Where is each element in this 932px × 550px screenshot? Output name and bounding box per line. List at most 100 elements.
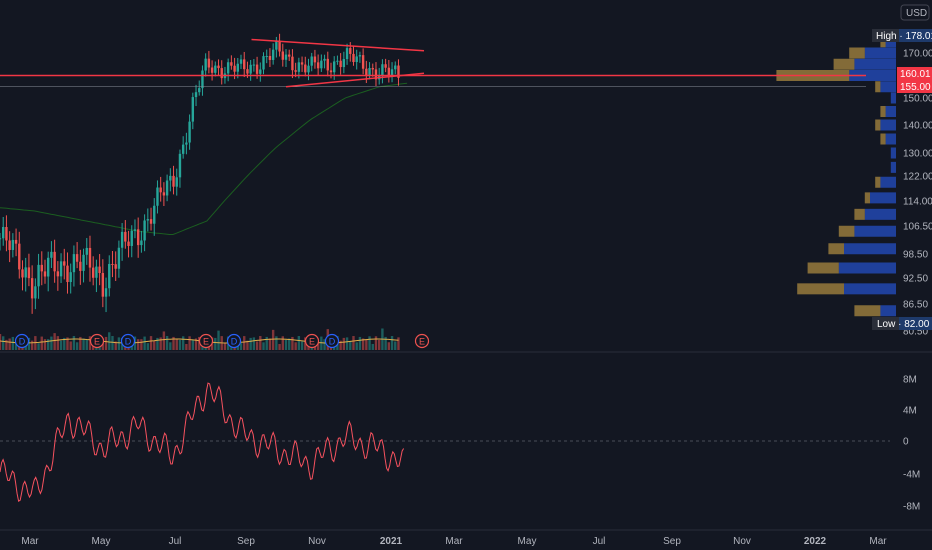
- volume-profile-down: [854, 305, 881, 317]
- time-tick-label: May: [518, 536, 537, 547]
- candle-body: [361, 55, 365, 69]
- time-tick-label: Mar: [21, 536, 39, 547]
- time-tick-label: May: [92, 536, 111, 547]
- volume-bar: [294, 342, 297, 350]
- candle-body: [291, 56, 294, 71]
- oscillator-line: [0, 382, 405, 503]
- volume-bar: [56, 336, 60, 350]
- volume-profile-up: [885, 133, 896, 145]
- volume-bar: [390, 336, 394, 350]
- candle-body: [201, 70, 204, 89]
- candle-body: [252, 64, 256, 66]
- candle-body: [236, 63, 239, 72]
- oscillator-axis[interactable]: 8M 4M 0 -4M -8M: [903, 375, 920, 513]
- candle-body: [365, 68, 368, 76]
- volume-bar: [59, 340, 63, 350]
- earnings-marker[interactable]: E: [414, 333, 430, 349]
- volume-profile-up: [890, 147, 896, 159]
- candle-body: [368, 68, 371, 76]
- lower-trendline[interactable]: [285, 72, 425, 88]
- candle-body: [21, 269, 24, 278]
- svg-text:D: D: [231, 337, 238, 347]
- volume-bar: [153, 340, 156, 350]
- candle-body: [288, 54, 291, 57]
- dividend-marker[interactable]: D: [226, 333, 242, 349]
- candle-body: [159, 187, 162, 193]
- candle-body: [133, 229, 137, 231]
- candle-body: [259, 69, 262, 74]
- volume-bar: [288, 338, 291, 350]
- volume-bar: [8, 338, 11, 350]
- earnings-marker[interactable]: E: [89, 333, 105, 349]
- candle-body: [149, 219, 153, 224]
- candle-body: [210, 67, 214, 73]
- time-tick-label: 2021: [380, 536, 403, 547]
- dividend-marker[interactable]: D: [14, 333, 30, 349]
- dividend-marker[interactable]: D: [120, 333, 136, 349]
- volume-bar: [304, 337, 307, 350]
- candle-body: [342, 59, 346, 68]
- candle-body: [198, 88, 201, 93]
- price-axis[interactable]: 170.00 150.00 140.00 130.00 122.00 114.00 106.…: [903, 49, 932, 338]
- candle-body: [204, 58, 207, 71]
- volume-profile-down: [875, 119, 881, 131]
- candle-body: [345, 48, 349, 60]
- candle-body: [120, 231, 124, 248]
- time-tick-label: Nov: [733, 536, 751, 547]
- candle-body: [191, 97, 195, 122]
- currency-label: USD: [906, 8, 927, 19]
- candle-body: [175, 177, 178, 187]
- candle-body: [230, 62, 233, 66]
- volume-bar: [345, 337, 349, 350]
- volume-profile-down: [797, 283, 844, 295]
- volume-bar: [377, 339, 381, 350]
- earnings-marker[interactable]: E: [304, 333, 320, 349]
- volume-profile-up: [849, 70, 896, 81]
- price-tick-label: 140.00: [903, 121, 932, 132]
- candle-body: [339, 60, 342, 68]
- candle-body: [143, 220, 146, 241]
- upper-trendline[interactable]: [251, 38, 425, 52]
- currency-button[interactable]: USD: [900, 4, 930, 21]
- dividend-marker[interactable]: D: [324, 333, 340, 349]
- volume-profile-up: [880, 81, 896, 93]
- candle-body: [111, 263, 114, 265]
- time-axis[interactable]: Mar May Jul Sep Nov 2021 Mar May Jul Sep Nov 2022 Ma…: [21, 536, 887, 547]
- candle-body: [130, 230, 133, 246]
- candle-body: [37, 264, 40, 287]
- svg-text:Low · 82.00: Low · 82.00: [877, 319, 930, 330]
- candle-body: [72, 254, 76, 273]
- svg-text:E: E: [419, 337, 425, 347]
- volume-bar: [368, 336, 371, 350]
- volume-profile-down: [864, 192, 870, 204]
- volume-bar: [217, 330, 220, 350]
- candle-body: [14, 239, 18, 244]
- candle-body: [281, 51, 284, 60]
- candle-body: [275, 40, 278, 50]
- volume-bar: [146, 343, 150, 350]
- candle-body: [394, 65, 397, 70]
- volume-profile-down: [875, 176, 881, 188]
- candle-body: [27, 267, 31, 279]
- volume-profile-up: [880, 305, 896, 317]
- volume-bar: [214, 337, 217, 350]
- volume-bar: [27, 337, 31, 350]
- volume-bar: [252, 337, 256, 350]
- candle-body: [255, 64, 259, 74]
- volume-profile-down: [880, 106, 886, 117]
- candle-body: [387, 67, 391, 76]
- earnings-marker[interactable]: E: [198, 333, 214, 349]
- volume-bar: [365, 339, 368, 350]
- candle-body: [104, 288, 108, 297]
- volume-bar: [243, 336, 246, 350]
- volume-bar: [165, 336, 169, 350]
- volume-profile-up: [885, 106, 896, 117]
- oscillator-tick-label: -8M: [903, 502, 920, 513]
- time-tick-label: Mar: [445, 536, 463, 547]
- volume-profile-up: [854, 58, 896, 70]
- candle-body: [304, 64, 307, 73]
- volume-bar: [275, 336, 278, 350]
- volume-bar: [162, 331, 166, 350]
- candle-body: [8, 240, 11, 250]
